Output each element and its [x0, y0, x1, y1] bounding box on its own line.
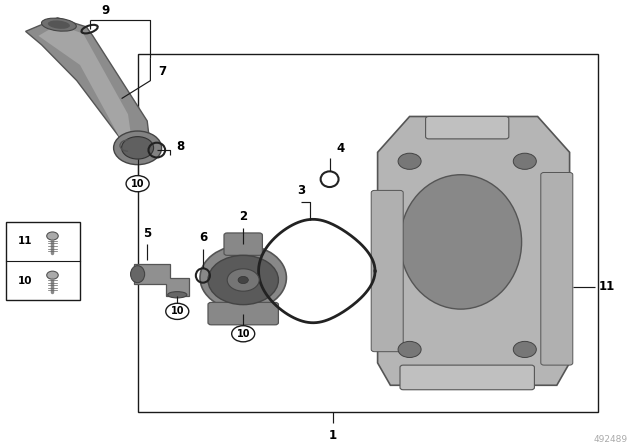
Polygon shape [26, 18, 150, 161]
Ellipse shape [114, 131, 161, 165]
Polygon shape [38, 25, 131, 141]
Circle shape [398, 153, 421, 169]
FancyBboxPatch shape [541, 172, 573, 365]
Bar [6, 222, 80, 300]
FancyBboxPatch shape [224, 233, 262, 255]
Text: 10: 10 [131, 179, 145, 189]
Ellipse shape [122, 137, 154, 159]
Circle shape [513, 341, 536, 358]
Polygon shape [134, 264, 189, 296]
Circle shape [126, 176, 149, 192]
Circle shape [513, 153, 536, 169]
Text: 6: 6 [199, 231, 207, 244]
Bar [138, 54, 598, 412]
Ellipse shape [48, 21, 70, 29]
Ellipse shape [400, 175, 522, 309]
Text: 11: 11 [18, 237, 33, 246]
Ellipse shape [200, 246, 287, 310]
Text: 10: 10 [170, 306, 184, 316]
Text: 7: 7 [159, 65, 167, 78]
Ellipse shape [42, 18, 76, 31]
Circle shape [398, 341, 421, 358]
Circle shape [47, 232, 58, 240]
Text: 10: 10 [236, 329, 250, 339]
Circle shape [47, 271, 58, 279]
Text: 9: 9 [102, 4, 109, 17]
Circle shape [208, 255, 278, 305]
Circle shape [227, 269, 259, 291]
Text: 11: 11 [598, 280, 614, 293]
Ellipse shape [168, 292, 187, 298]
Text: 1: 1 [329, 429, 337, 442]
Circle shape [166, 303, 189, 319]
FancyBboxPatch shape [371, 190, 403, 352]
Text: 8: 8 [176, 140, 184, 154]
Circle shape [232, 326, 255, 342]
Text: 492489: 492489 [593, 435, 627, 444]
Circle shape [238, 276, 248, 284]
FancyBboxPatch shape [426, 116, 509, 139]
Text: 10: 10 [18, 276, 33, 285]
Text: 4: 4 [336, 142, 344, 155]
Polygon shape [378, 116, 570, 385]
Text: 3: 3 [297, 184, 305, 197]
FancyBboxPatch shape [208, 302, 278, 325]
Text: 5: 5 [143, 227, 151, 240]
FancyBboxPatch shape [400, 365, 534, 390]
Text: 2: 2 [239, 210, 247, 223]
Ellipse shape [131, 266, 145, 283]
